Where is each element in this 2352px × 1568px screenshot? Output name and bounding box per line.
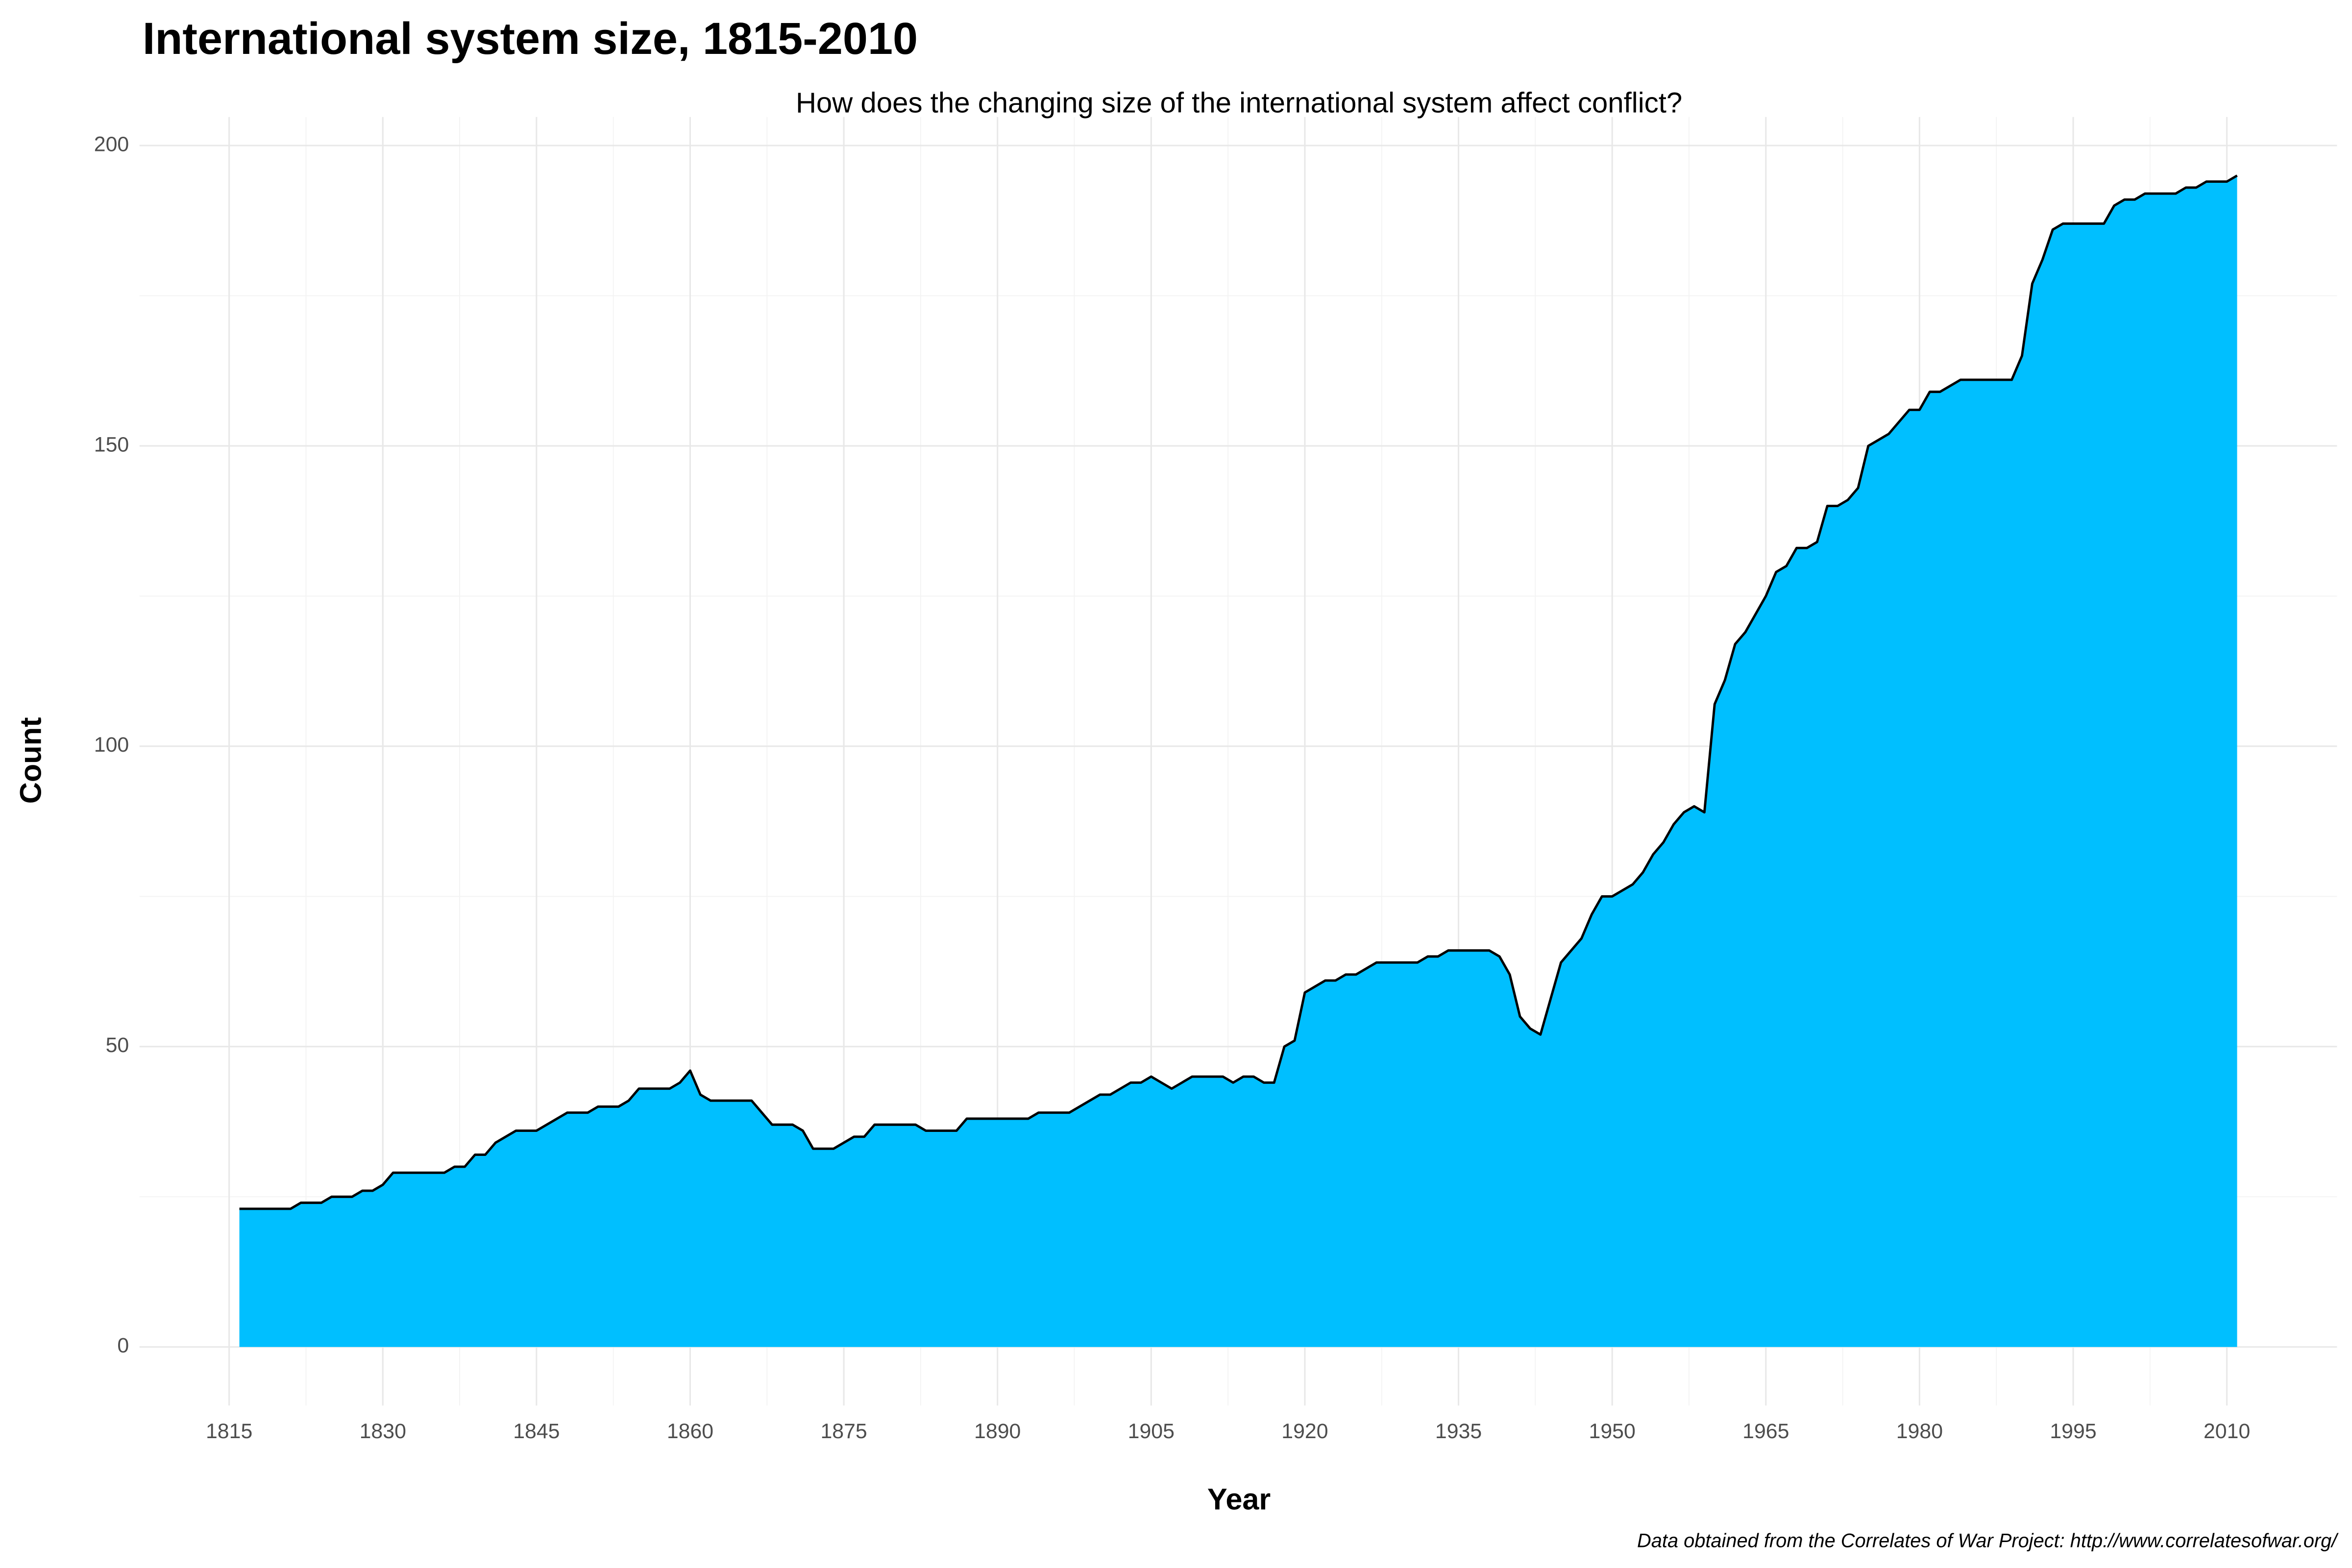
x-tick-label: 1860 bbox=[667, 1420, 713, 1443]
x-tick-label: 1890 bbox=[974, 1420, 1021, 1443]
chart-title: International system size, 1815-2010 bbox=[143, 14, 918, 64]
labels: 1815 1830 1845 1860 1875 1890 1905 1920 1935 1950… bbox=[94, 132, 2251, 1443]
x-tick-label: 1995 bbox=[2050, 1420, 2096, 1443]
x-tick-label: 1935 bbox=[1435, 1420, 1482, 1443]
chart-subtitle: How does the changing size of the intern… bbox=[796, 87, 1682, 119]
x-tick-label: 2010 bbox=[2204, 1420, 2250, 1443]
area bbox=[239, 175, 2237, 1347]
caption: Data obtained from the Correlates of War… bbox=[1637, 1530, 2339, 1551]
x-tick-label: 1980 bbox=[1896, 1420, 1943, 1443]
area-outline bbox=[239, 174, 2238, 1210]
x-tick-label: 1815 bbox=[206, 1420, 252, 1443]
y-tick-label: 0 bbox=[117, 1334, 129, 1357]
y-tick-label: 50 bbox=[106, 1033, 129, 1057]
y-tick-label: 100 bbox=[94, 733, 129, 757]
x-tick-label: 1875 bbox=[820, 1420, 867, 1443]
y-axis-label: Count bbox=[14, 717, 48, 804]
x-tick-label: 1965 bbox=[1742, 1420, 1789, 1443]
marks bbox=[239, 174, 2238, 1347]
x-tick-label: 1950 bbox=[1589, 1420, 1636, 1443]
x-tick-label: 1845 bbox=[513, 1420, 560, 1443]
y-tick-label: 150 bbox=[94, 433, 129, 456]
x-tick-label: 1905 bbox=[1128, 1420, 1175, 1443]
x-tick-label: 1830 bbox=[360, 1420, 406, 1443]
x-tick-label: 1920 bbox=[1281, 1420, 1328, 1443]
x-axis-label: Year bbox=[1207, 1482, 1271, 1516]
y-tick-label: 200 bbox=[94, 132, 129, 156]
